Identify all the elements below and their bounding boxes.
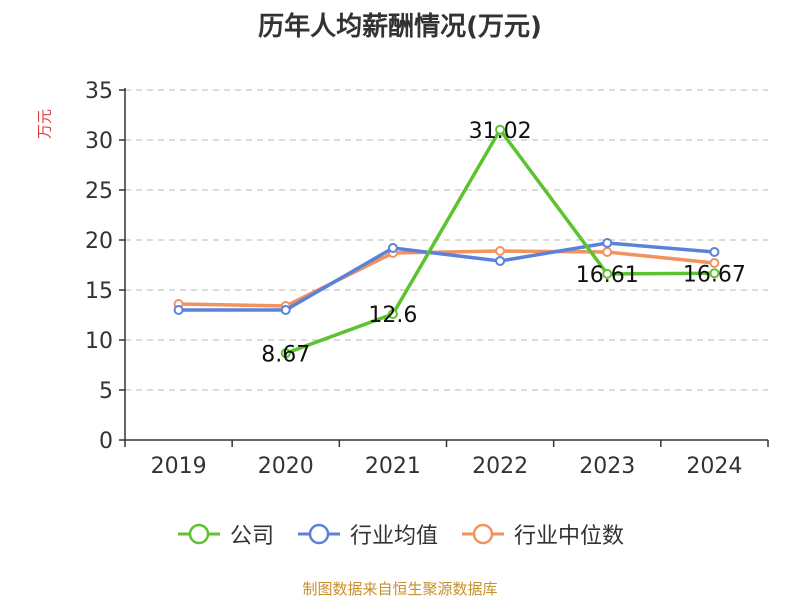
y-tick-label: 5 <box>99 379 113 404</box>
data-label: 12.6 <box>368 303 417 328</box>
series-line <box>178 249 715 308</box>
data-label: 31.02 <box>469 119 532 144</box>
data-point <box>495 256 506 266</box>
y-tick-label: 25 <box>85 179 113 204</box>
y-tick-label: 10 <box>85 329 113 354</box>
data-point <box>709 247 720 257</box>
data-point <box>173 305 184 315</box>
legend-label: 行业中位数 <box>514 524 625 549</box>
x-tick-label: 2019 <box>151 454 207 479</box>
legend-item-industry-median[interactable]: 行业中位数 <box>460 518 624 550</box>
series-line <box>285 128 715 355</box>
data-point <box>602 238 613 248</box>
data-point <box>709 258 720 268</box>
chart-title: 历年人均薪酬情况(万元) <box>258 12 542 42</box>
data-point <box>495 246 506 256</box>
y-tick-label: 35 <box>85 79 113 104</box>
data-point <box>280 348 291 359</box>
data-point <box>387 243 398 253</box>
series-line <box>178 241 715 312</box>
data-label: 16.61 <box>576 263 639 288</box>
data-label: 8.67 <box>261 342 310 367</box>
x-tick-label: 2022 <box>472 454 528 479</box>
y-tick-label: 0 <box>99 429 113 454</box>
y-tick-label: 15 <box>85 279 113 304</box>
data-point <box>280 305 291 315</box>
x-tick-label: 2024 <box>686 454 742 479</box>
data-point <box>602 247 613 257</box>
legend-marker-icon <box>297 523 340 545</box>
legend-label: 行业均值 <box>349 524 438 549</box>
x-tick-label: 2021 <box>365 454 421 479</box>
x-tick-label: 2020 <box>258 454 314 479</box>
data-label: 16.67 <box>683 262 746 287</box>
y-tick-label: 30 <box>85 129 113 154</box>
legend-item-company[interactable]: 公司 <box>176 518 274 550</box>
legend-item-industry-avg[interactable]: 行业均值 <box>296 518 438 550</box>
data-point <box>495 124 506 135</box>
legend: 公司 行业均值 行业中位数 <box>0 518 800 550</box>
data-point <box>387 309 398 319</box>
y-tick-label: 20 <box>85 229 113 254</box>
legend-marker-icon <box>177 523 220 545</box>
data-source-footer: 制图数据来自恒生聚源数据库 <box>302 580 498 598</box>
legend-label: 公司 <box>229 524 274 549</box>
data-point <box>602 268 613 279</box>
x-tick-label: 2023 <box>579 454 635 479</box>
legend-marker-icon <box>462 523 504 545</box>
data-point <box>709 268 720 279</box>
